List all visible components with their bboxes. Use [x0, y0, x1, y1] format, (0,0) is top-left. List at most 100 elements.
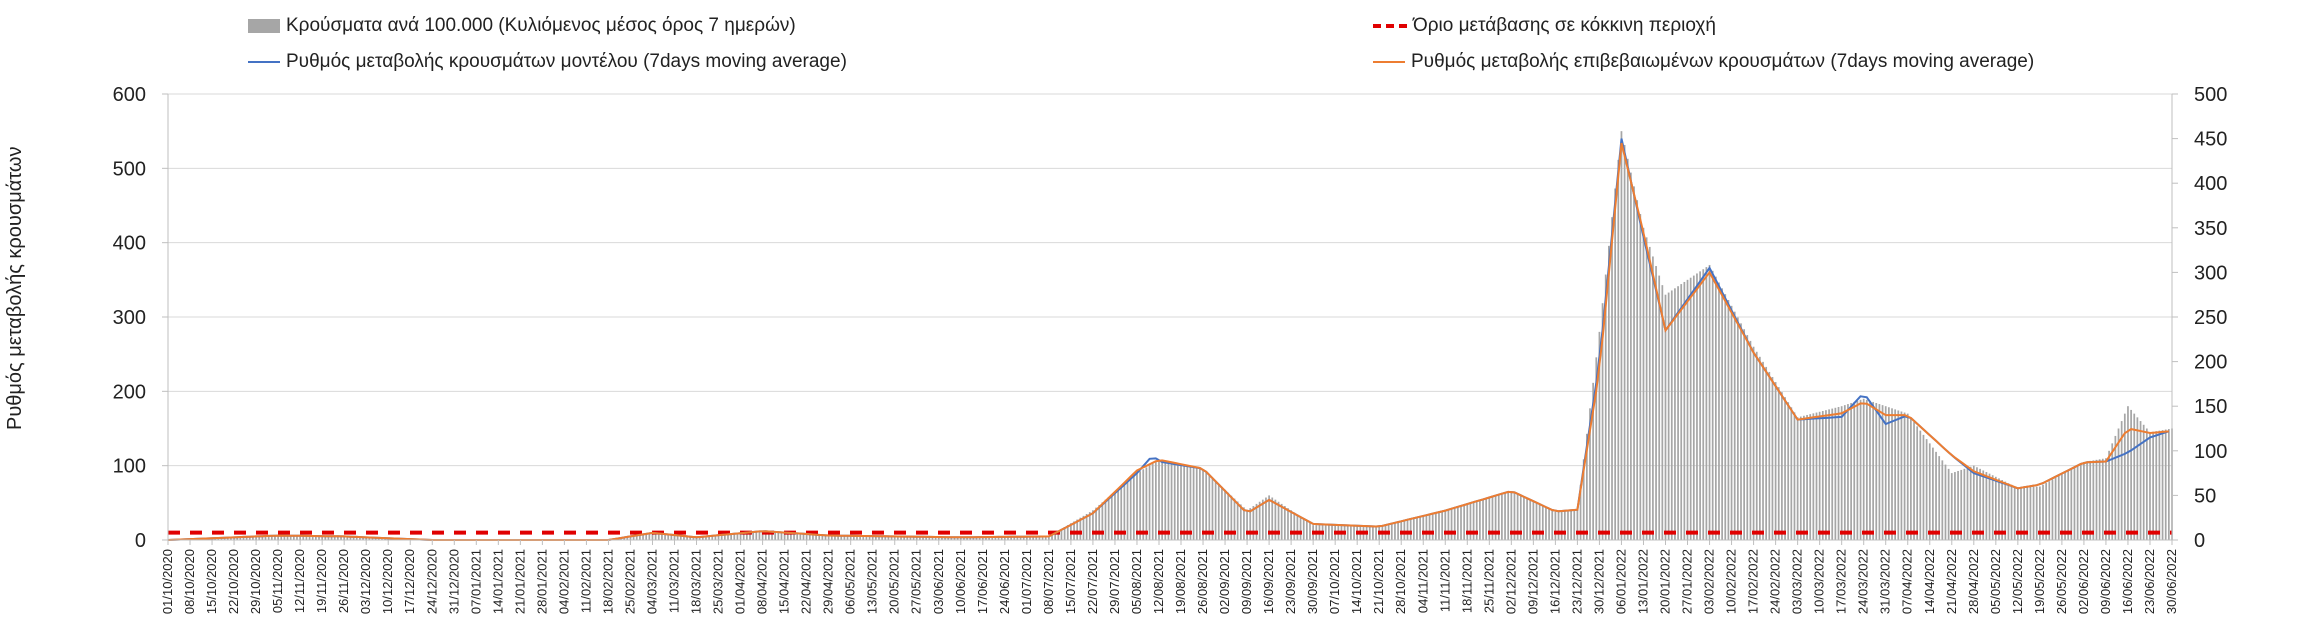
bar: [1265, 497, 1267, 540]
right-tick-label: 500: [2194, 84, 2227, 106]
x-tick-label: 04/02/2021: [556, 549, 571, 614]
bar: [679, 535, 682, 540]
bar: [1221, 486, 1223, 540]
bar: [1526, 498, 1528, 540]
bar: [2161, 430, 2164, 540]
bar: [1768, 371, 1771, 540]
bar: [371, 537, 374, 540]
bar: [758, 531, 761, 540]
bar: [1966, 467, 1969, 540]
bar: [796, 533, 799, 540]
bar: [314, 535, 317, 540]
x-tick-label: 06/01/2022: [1613, 549, 1628, 614]
bar: [648, 533, 651, 540]
bar: [849, 535, 852, 540]
bar: [1261, 499, 1264, 540]
bar: [981, 537, 984, 540]
bar: [2042, 484, 2044, 540]
bar: [1412, 518, 1415, 540]
x-tick-label: 09/06/2022: [2098, 549, 2113, 614]
bar: [1897, 410, 1900, 540]
bar: [1428, 514, 1431, 540]
bar: [1567, 510, 1569, 540]
bar: [1604, 274, 1607, 540]
bar: [808, 534, 811, 540]
bar: [1856, 400, 1859, 540]
bar: [900, 536, 902, 540]
bar: [1630, 172, 1632, 541]
bar: [1972, 465, 1975, 540]
bar: [362, 537, 364, 540]
right-tick-label: 50: [2194, 485, 2216, 507]
bar: [664, 533, 666, 540]
bar: [1809, 414, 1812, 540]
bar: [878, 536, 880, 540]
bar: [1082, 515, 1085, 540]
bar: [1523, 497, 1525, 540]
bar: [786, 532, 789, 540]
bar: [805, 534, 808, 540]
bar: [884, 536, 887, 540]
bar: [717, 535, 720, 540]
bar: [1752, 346, 1755, 540]
bar: [1740, 323, 1742, 540]
bar: [868, 536, 871, 540]
right-tick-label: 300: [2194, 262, 2227, 284]
bar: [1463, 504, 1466, 540]
x-tick-label: 26/11/2020: [336, 549, 351, 613]
bar: [1670, 290, 1673, 540]
x-tick-label: 07/10/2021: [1327, 549, 1342, 614]
bar: [2098, 459, 2101, 540]
bar: [1154, 461, 1157, 540]
bar: [2070, 468, 2073, 540]
dashed-line-swatch-icon: [1373, 24, 1407, 28]
bar: [821, 535, 824, 540]
bar: [1183, 465, 1186, 540]
bar: [2057, 475, 2060, 540]
bar: [997, 537, 1000, 540]
bar: [1579, 484, 1582, 540]
bar: [733, 533, 736, 540]
bar: [1812, 413, 1815, 540]
left-tick-label: 300: [113, 307, 146, 329]
bar: [1910, 417, 1912, 540]
bar: [1790, 407, 1793, 540]
bar: [1123, 483, 1126, 540]
bar: [1095, 507, 1097, 540]
bar: [318, 536, 320, 540]
bar: [1302, 518, 1305, 540]
x-tick-label: 24/06/2021: [997, 549, 1012, 614]
bar: [774, 531, 777, 540]
bar: [852, 535, 855, 540]
bar: [1243, 507, 1245, 540]
bar: [815, 534, 817, 540]
bar: [2149, 432, 2151, 540]
right-tick-label: 350: [2194, 218, 2227, 240]
bar: [1246, 510, 1248, 540]
bar: [1994, 476, 1997, 540]
x-tick-label: 08/07/2021: [1041, 549, 1056, 614]
bar: [1891, 408, 1893, 540]
bar: [1674, 288, 1676, 540]
x-tick-label: 25/03/2021: [711, 549, 726, 614]
bar: [723, 534, 726, 540]
bar: [827, 535, 830, 540]
bar: [1007, 536, 1009, 540]
right-tick-label: 100: [2194, 441, 2227, 463]
bar: [1022, 536, 1025, 540]
bar: [966, 537, 968, 540]
bar: [1277, 501, 1280, 540]
right-tick-label: 400: [2194, 173, 2227, 195]
x-tick-label: 01/07/2021: [1019, 549, 1034, 614]
bar: [1450, 508, 1453, 540]
bar: [343, 536, 346, 540]
bar: [1872, 401, 1874, 540]
bar: [349, 536, 352, 540]
left-tick-label: 400: [113, 233, 146, 255]
bar: [2007, 483, 2010, 540]
x-tick-label: 31/12/2020: [446, 549, 461, 614]
bar: [1601, 303, 1604, 540]
bar: [1013, 536, 1016, 540]
legend-model-label: Ρυθμός μεταβολής κρουσμάτων μοντέλου (7d…: [286, 51, 847, 72]
orange-line-swatch-icon: [1373, 61, 1405, 63]
